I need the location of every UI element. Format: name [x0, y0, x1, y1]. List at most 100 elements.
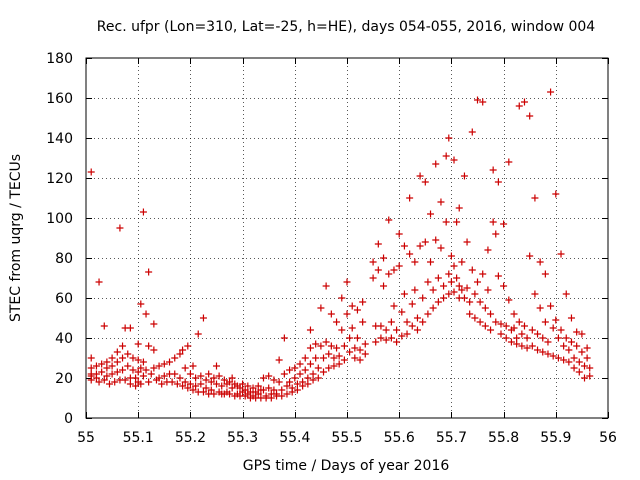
data-point — [254, 382, 262, 390]
data-point — [171, 370, 179, 378]
data-point — [325, 364, 333, 372]
data-point — [400, 290, 408, 298]
data-point — [502, 322, 510, 330]
data-point — [270, 376, 278, 384]
data-point — [502, 334, 510, 342]
data-point — [539, 348, 547, 356]
data-point — [359, 318, 367, 326]
data-point — [218, 382, 226, 390]
data-point — [547, 302, 555, 310]
data-point — [207, 378, 215, 386]
data-point — [179, 346, 187, 354]
data-point — [105, 380, 113, 388]
data-point — [199, 388, 207, 396]
data-point — [343, 278, 351, 286]
data-point — [429, 304, 437, 312]
data-point — [497, 320, 505, 328]
data-point — [346, 334, 354, 342]
data-point — [348, 324, 356, 332]
data-point — [126, 380, 134, 388]
data-point — [581, 374, 589, 382]
data-point — [184, 342, 192, 350]
data-point — [445, 134, 453, 142]
data-point — [275, 378, 283, 386]
data-point — [147, 370, 155, 378]
data-point — [526, 112, 534, 120]
data-point — [455, 204, 463, 212]
data-point — [570, 364, 578, 372]
data-point — [166, 358, 174, 366]
data-point — [557, 250, 565, 258]
plot-frame — [85, 57, 609, 419]
data-point — [526, 252, 534, 260]
data-point — [340, 356, 348, 364]
data-point — [406, 194, 414, 202]
data-point — [432, 236, 440, 244]
data-point — [377, 322, 385, 330]
data-point — [142, 366, 150, 374]
data-point — [382, 336, 390, 344]
data-point — [575, 368, 583, 376]
data-point — [150, 320, 158, 328]
data-point — [460, 294, 468, 302]
data-point — [132, 382, 140, 390]
data-point — [98, 368, 106, 376]
x-tick-label: 55.4 — [279, 430, 310, 446]
data-point — [92, 374, 100, 382]
y-tick-label: 180 — [46, 51, 73, 67]
data-point — [103, 358, 111, 366]
data-point — [385, 270, 393, 278]
data-point — [286, 378, 294, 386]
data-point — [226, 390, 234, 398]
data-point — [549, 352, 557, 360]
data-point — [306, 326, 314, 334]
data-point — [333, 318, 341, 326]
data-point — [299, 382, 307, 390]
data-point — [455, 282, 463, 290]
data-point — [283, 382, 291, 390]
data-point — [226, 378, 234, 386]
data-point — [335, 360, 343, 368]
data-point — [515, 102, 523, 110]
data-point — [184, 384, 192, 392]
data-point — [541, 318, 549, 326]
data-point — [565, 346, 573, 354]
data-point — [390, 266, 398, 274]
data-point — [408, 300, 416, 308]
data-point — [434, 274, 442, 282]
data-point — [534, 346, 542, 354]
data-point — [416, 242, 424, 250]
data-point — [481, 304, 489, 312]
data-point — [173, 380, 181, 388]
data-point — [387, 334, 395, 342]
x-tick-label: 55.2 — [175, 430, 206, 446]
data-point — [476, 318, 484, 326]
data-point — [520, 98, 528, 106]
data-point — [447, 252, 455, 260]
data-point — [87, 364, 95, 372]
data-point — [528, 326, 536, 334]
data-point — [348, 302, 356, 310]
data-point — [134, 356, 142, 364]
data-point — [278, 386, 286, 394]
data-point — [92, 362, 100, 370]
data-point — [100, 376, 108, 384]
data-point — [583, 344, 591, 352]
data-point — [554, 334, 562, 342]
data-point — [424, 278, 432, 286]
data-point — [453, 274, 461, 282]
data-point — [145, 268, 153, 276]
data-point — [471, 314, 479, 322]
y-tick-label: 80 — [55, 251, 73, 267]
data-point — [236, 384, 244, 392]
data-point — [155, 362, 163, 370]
data-point — [492, 230, 500, 238]
data-point — [361, 350, 369, 358]
data-point — [322, 338, 330, 346]
data-point — [199, 314, 207, 322]
data-point — [468, 128, 476, 136]
data-point — [476, 298, 484, 306]
data-point — [385, 216, 393, 224]
data-point — [291, 374, 299, 382]
data-point — [489, 218, 497, 226]
